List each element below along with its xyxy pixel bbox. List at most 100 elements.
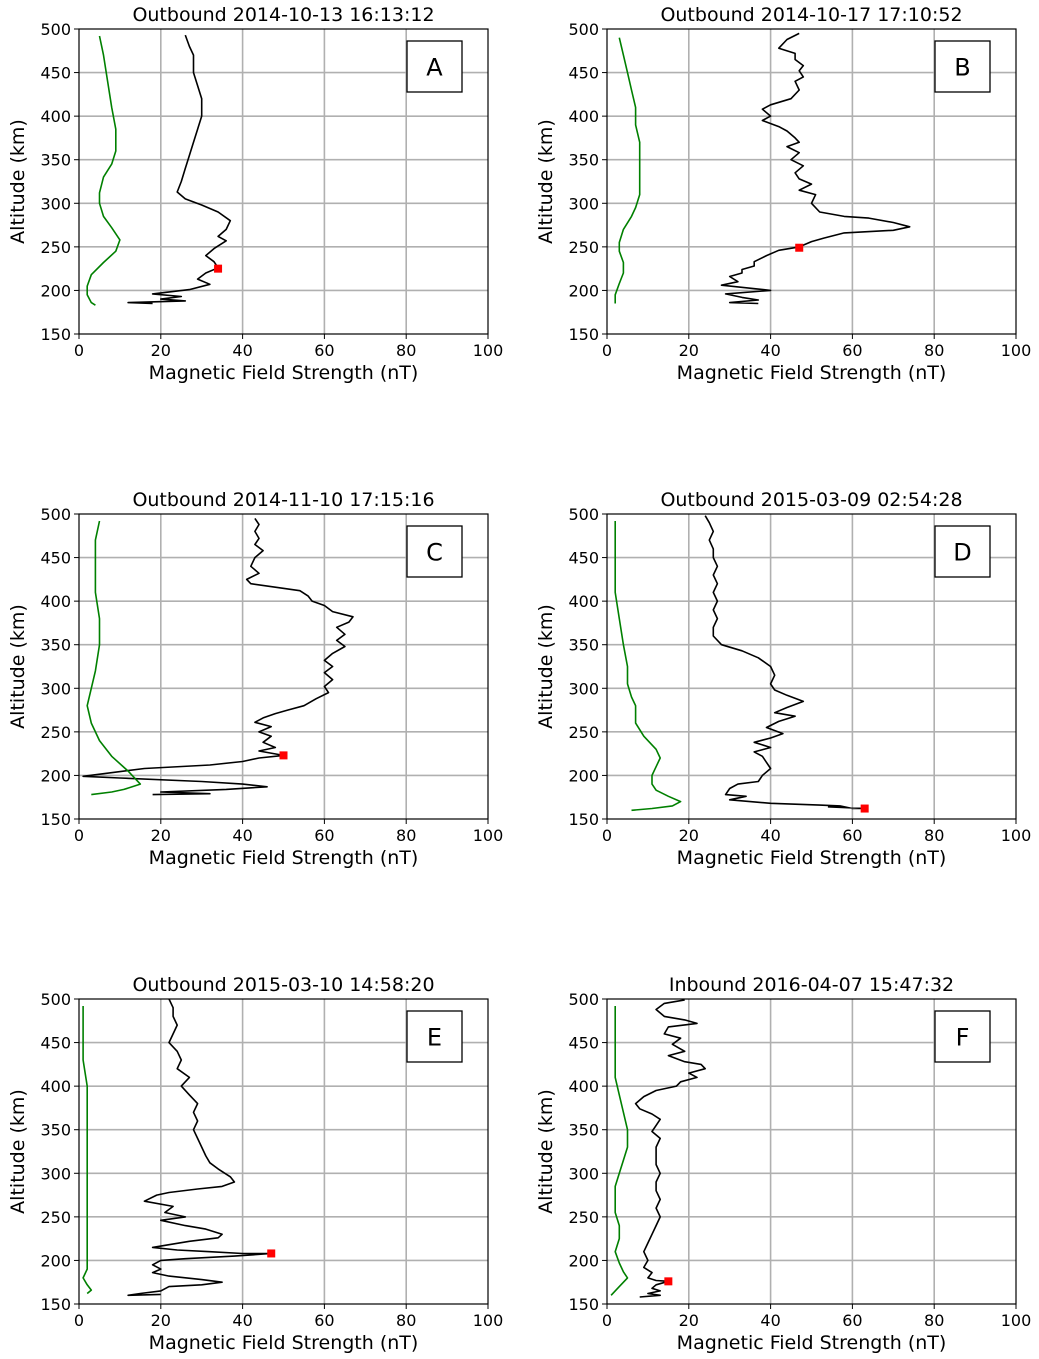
- y-tick-label: 500: [568, 505, 599, 524]
- marker-point: [267, 1249, 276, 1258]
- y-tick-label: 400: [40, 592, 71, 611]
- x-tick-label: 80: [924, 826, 944, 845]
- y-tick-label: 150: [568, 325, 599, 344]
- x-tick-label: 100: [1001, 826, 1032, 845]
- y-tick-label: 200: [40, 281, 71, 300]
- y-tick-label: 400: [568, 107, 599, 126]
- panel-label-box: [406, 525, 463, 578]
- chart-panel-f: 0 20 40 60 80 100 150 200 250 300 350 400 450 500 Inbo…: [535, 974, 1031, 1354]
- y-tick-label: 500: [568, 20, 599, 39]
- marker-point: [214, 264, 223, 273]
- y-tick-label: 250: [568, 238, 599, 257]
- y-tick-label: 250: [568, 723, 599, 742]
- y-tick-label: 450: [568, 1034, 599, 1053]
- x-tick-label: 40: [760, 341, 780, 360]
- y-tick-label: 250: [40, 723, 71, 742]
- panel-label: F: [956, 1024, 970, 1052]
- y-tick-label: 350: [568, 636, 599, 655]
- x-tick-label: 60: [842, 826, 862, 845]
- y-tick-label: 150: [40, 810, 71, 829]
- chart-title: Outbound 2014-10-17 17:10:52: [660, 4, 962, 26]
- y-tick-label: 500: [568, 990, 599, 1009]
- x-tick-label: 20: [151, 1311, 171, 1330]
- y-tick-label: 400: [40, 107, 71, 126]
- y-tick-label: 150: [568, 1295, 599, 1314]
- panel-label-box: [934, 1010, 991, 1063]
- chart-panel-d: 0 20 40 60 80 100 150 200 250 300 350 400 450 500 Outb…: [535, 489, 1031, 869]
- x-tick-label: 0: [74, 341, 84, 360]
- axes-frame: [606, 998, 1017, 1305]
- x-tick-label: 0: [74, 1311, 84, 1330]
- x-tick-label: 20: [151, 341, 171, 360]
- y-tick-label: 450: [40, 549, 71, 568]
- chart-title: Outbound 2014-11-10 17:15:16: [132, 489, 434, 511]
- marker-point: [664, 1277, 673, 1286]
- y-axis-label: Altitude (km): [7, 1089, 29, 1214]
- reference-line: [82, 1006, 93, 1295]
- panel-label-box: [934, 40, 991, 93]
- x-axis-label: Magnetic Field Strength (nT): [149, 1332, 419, 1354]
- marker-point: [795, 243, 804, 252]
- y-axis-label: Altitude (km): [535, 1089, 557, 1214]
- y-tick-label: 200: [568, 766, 599, 785]
- y-tick-label: 250: [568, 1208, 599, 1227]
- x-tick-label: 40: [760, 826, 780, 845]
- y-axis-label: Altitude (km): [535, 604, 557, 729]
- y-tick-label: 300: [40, 679, 71, 698]
- panel-label: D: [953, 539, 971, 567]
- panel-label: A: [426, 54, 443, 82]
- panel-label: B: [954, 54, 970, 82]
- reference-line: [614, 521, 682, 812]
- chart-panel-a: 0 20 40 60 80 100 150 200 250 300 350 400 450 500 Outb…: [7, 4, 503, 384]
- x-axis-label: Magnetic Field Strength (nT): [149, 847, 419, 869]
- x-tick-label: 0: [602, 341, 612, 360]
- x-tick-label: 60: [842, 341, 862, 360]
- field-strength-line: [127, 34, 232, 305]
- x-tick-label: 80: [396, 826, 416, 845]
- chart-title: Outbound 2015-03-09 02:54:28: [660, 489, 962, 511]
- panel-label: E: [427, 1024, 442, 1052]
- x-tick-label: 60: [314, 826, 334, 845]
- axes-frame: [606, 28, 1017, 335]
- x-tick-label: 100: [1001, 1311, 1032, 1330]
- axes-frame: [78, 513, 489, 820]
- y-tick-label: 350: [568, 1121, 599, 1140]
- chart-title: Outbound 2015-03-10 14:58:20: [132, 974, 434, 996]
- panel-label-box: [934, 525, 991, 578]
- y-tick-label: 150: [568, 810, 599, 829]
- field-strength-line: [82, 517, 354, 796]
- y-tick-label: 500: [40, 20, 71, 39]
- y-tick-label: 300: [40, 1164, 71, 1183]
- y-tick-label: 450: [568, 64, 599, 83]
- x-tick-label: 40: [232, 1311, 252, 1330]
- x-tick-label: 60: [842, 1311, 862, 1330]
- x-tick-label: 0: [602, 1311, 612, 1330]
- y-tick-label: 450: [40, 64, 71, 83]
- reference-line: [86, 35, 121, 306]
- y-tick-label: 350: [40, 151, 71, 170]
- axes-frame: [78, 28, 489, 335]
- x-tick-label: 80: [924, 341, 944, 360]
- y-tick-label: 450: [568, 549, 599, 568]
- x-axis-label: Magnetic Field Strength (nT): [677, 362, 947, 384]
- chart-panel-e: 0 20 40 60 80 100 150 200 250 300 350 400 450 500 Outb…: [7, 974, 503, 1354]
- x-tick-label: 80: [924, 1311, 944, 1330]
- y-tick-label: 200: [40, 1251, 71, 1270]
- y-axis-label: Altitude (km): [7, 604, 29, 729]
- reference-line: [86, 520, 142, 796]
- y-tick-label: 150: [40, 325, 71, 344]
- x-tick-label: 80: [396, 341, 416, 360]
- field-strength-line: [704, 515, 866, 810]
- marker-point: [279, 751, 288, 760]
- x-axis-label: Magnetic Field Strength (nT): [149, 362, 419, 384]
- panel-label-box: [406, 1010, 463, 1063]
- chart-title: Inbound 2016-04-07 15:47:32: [669, 974, 954, 996]
- y-tick-label: 300: [40, 194, 71, 213]
- x-tick-label: 0: [74, 826, 84, 845]
- marker-point: [860, 804, 869, 813]
- axes-frame: [78, 998, 489, 1305]
- field-strength-line: [634, 999, 706, 1298]
- x-tick-label: 40: [760, 1311, 780, 1330]
- y-tick-label: 250: [40, 1208, 71, 1227]
